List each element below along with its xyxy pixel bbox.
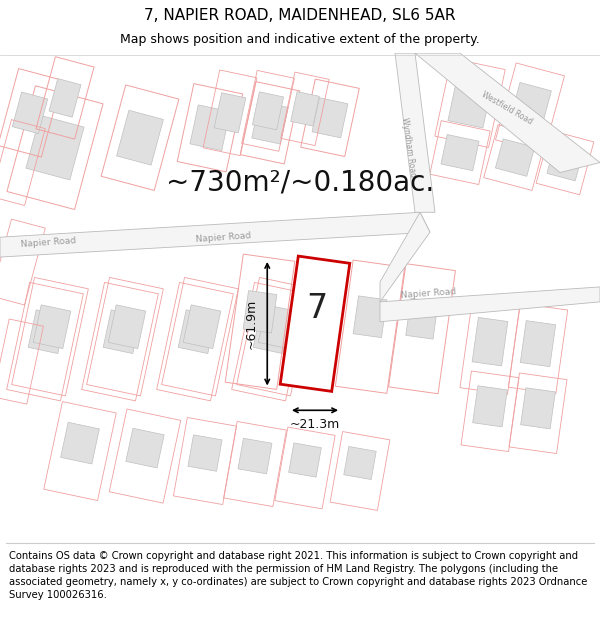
Polygon shape [243,291,277,333]
Polygon shape [448,78,492,128]
Polygon shape [116,110,163,165]
Polygon shape [406,298,438,339]
Text: Westfield Road: Westfield Road [480,89,534,126]
Polygon shape [183,305,221,349]
Polygon shape [108,305,146,349]
Text: 7, NAPIER ROAD, MAIDENHEAD, SL6 5AR: 7, NAPIER ROAD, MAIDENHEAD, SL6 5AR [144,8,456,23]
Polygon shape [395,53,435,212]
Polygon shape [521,388,556,429]
Text: ~730m²/~0.180ac.: ~730m²/~0.180ac. [166,169,434,196]
Polygon shape [103,310,141,354]
Polygon shape [61,422,100,464]
Text: 7: 7 [307,292,328,326]
Polygon shape [126,428,164,468]
Text: Napier Road: Napier Road [400,288,456,301]
Polygon shape [312,98,348,138]
Text: ~61.9m: ~61.9m [245,299,258,349]
Polygon shape [253,310,291,354]
Polygon shape [472,318,508,366]
Polygon shape [49,79,81,118]
Polygon shape [188,435,222,471]
Polygon shape [13,92,47,134]
Polygon shape [289,443,322,477]
Polygon shape [415,53,600,172]
Polygon shape [441,134,479,171]
Polygon shape [496,139,535,176]
Polygon shape [509,82,551,133]
Polygon shape [353,296,387,338]
Polygon shape [178,310,216,354]
Polygon shape [380,287,600,322]
Polygon shape [28,310,66,354]
Polygon shape [344,446,376,479]
Text: Contains OS data © Crown copyright and database right 2021. This information is : Contains OS data © Crown copyright and d… [9,551,587,601]
Polygon shape [26,116,84,180]
Text: Napier Road: Napier Road [20,236,76,249]
Polygon shape [33,305,71,349]
Polygon shape [258,305,296,349]
Polygon shape [290,92,319,126]
Polygon shape [547,144,583,181]
Text: ~21.3m: ~21.3m [290,418,340,431]
Text: Wyndham Road: Wyndham Road [400,117,417,178]
Polygon shape [520,321,556,367]
Polygon shape [0,213,430,257]
Polygon shape [190,105,230,151]
Polygon shape [238,438,272,474]
Polygon shape [380,213,430,302]
Polygon shape [253,92,284,130]
Polygon shape [473,386,508,427]
Text: Napier Road: Napier Road [195,231,251,244]
Polygon shape [280,256,350,391]
Text: Map shows position and indicative extent of the property.: Map shows position and indicative extent… [120,33,480,46]
Polygon shape [252,101,288,144]
Polygon shape [214,92,246,133]
